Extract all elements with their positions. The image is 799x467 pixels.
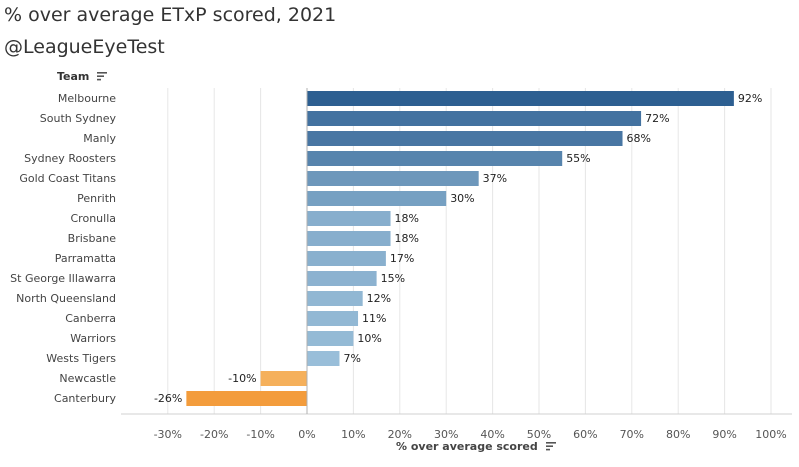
data-label: 68%: [627, 132, 651, 145]
bar[interactable]: [307, 151, 563, 166]
category-label: Canterbury: [54, 392, 116, 405]
x-axis-title[interactable]: % over average scored: [396, 440, 556, 454]
data-label: 92%: [738, 92, 762, 105]
bar[interactable]: [307, 231, 391, 246]
bar[interactable]: [307, 271, 377, 286]
bar[interactable]: [186, 391, 307, 406]
bar[interactable]: [307, 331, 354, 346]
x-tick-label: 90%: [712, 428, 736, 441]
x-tick-label: -10%: [246, 428, 274, 441]
data-label: 55%: [566, 152, 590, 165]
bar[interactable]: [307, 211, 391, 226]
category-header[interactable]: Team: [57, 70, 108, 84]
x-tick-label: 70%: [620, 428, 644, 441]
x-tick-label: 60%: [573, 428, 597, 441]
category-label: Parramatta: [55, 252, 116, 265]
data-label: 18%: [395, 212, 419, 225]
x-tick-label: -20%: [200, 428, 228, 441]
category-label: St George Illawarra: [10, 272, 116, 285]
category-label: Newcastle: [59, 372, 116, 385]
bar[interactable]: [307, 311, 359, 326]
category-label: Wests Tigers: [46, 352, 116, 365]
category-label: Brisbane: [68, 232, 117, 245]
category-label: Warriors: [70, 332, 116, 345]
category-label: Penrith: [77, 192, 116, 205]
data-label: -26%: [154, 392, 182, 405]
data-label: 72%: [645, 112, 669, 125]
data-label: 11%: [362, 312, 386, 325]
category-label: South Sydney: [40, 112, 117, 125]
data-label: 10%: [357, 332, 381, 345]
bar[interactable]: [307, 191, 447, 206]
bar[interactable]: [307, 131, 623, 146]
bar[interactable]: [307, 91, 734, 106]
category-label: Cronulla: [71, 212, 117, 225]
x-axis-title-label: % over average scored: [396, 440, 538, 453]
x-tick-label: 40%: [480, 428, 504, 441]
x-tick-label: 0%: [298, 428, 315, 441]
data-label: 30%: [450, 192, 474, 205]
sort-descending-icon[interactable]: [545, 441, 556, 454]
x-tick-label: 100%: [755, 428, 786, 441]
category-header-label: Team: [57, 70, 90, 83]
category-label: Melbourne: [58, 92, 116, 105]
category-label: Canberra: [65, 312, 116, 325]
bar[interactable]: [307, 251, 386, 266]
data-label: 17%: [390, 252, 414, 265]
category-label: North Queensland: [16, 292, 116, 305]
x-tick-label: 50%: [527, 428, 551, 441]
x-tick-label: 30%: [434, 428, 458, 441]
data-label: -10%: [228, 372, 256, 385]
data-label: 7%: [343, 352, 360, 365]
data-label: 12%: [367, 292, 391, 305]
chart-title: % over average ETxP scored, 2021: [4, 4, 337, 26]
bar[interactable]: [307, 351, 340, 366]
x-tick-label: 10%: [341, 428, 365, 441]
data-label: 37%: [483, 172, 507, 185]
category-label: Sydney Roosters: [24, 152, 116, 165]
chart-subtitle: @LeagueEyeTest: [4, 36, 165, 58]
data-label: 18%: [395, 232, 419, 245]
bar[interactable]: [307, 171, 479, 186]
x-tick-label: -30%: [154, 428, 182, 441]
bar[interactable]: [260, 371, 307, 386]
x-tick-label: 20%: [388, 428, 412, 441]
x-tick-label: 80%: [666, 428, 690, 441]
category-label: Manly: [83, 132, 116, 145]
bar[interactable]: [307, 291, 363, 306]
category-label: Gold Coast Titans: [19, 172, 116, 185]
bar[interactable]: [307, 111, 642, 126]
sort-descending-icon[interactable]: [97, 71, 108, 84]
data-label: 15%: [381, 272, 405, 285]
